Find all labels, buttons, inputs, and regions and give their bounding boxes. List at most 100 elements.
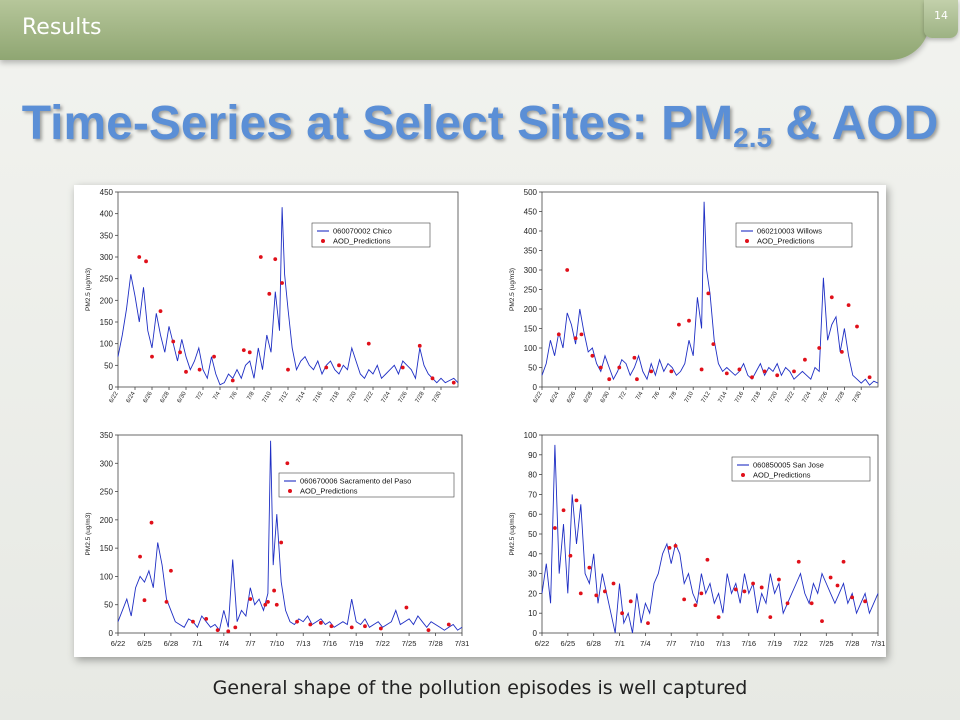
chart-1-prediction-point: [171, 339, 176, 344]
chart-4-prediction-point: [594, 593, 599, 598]
chart-4-xtick-label: 7/1: [614, 639, 624, 648]
chart-1-prediction-point: [144, 259, 148, 264]
chart-2-prediction-point: [677, 322, 681, 327]
chart-3-prediction-point: [285, 461, 290, 466]
chart-3-prediction-point: [266, 599, 270, 604]
chart-2-prediction-point: [590, 353, 595, 358]
chart-1-xtick-label: 7/28: [415, 390, 426, 404]
chart-2-xtick-label: 7/10: [684, 390, 695, 404]
chart-3-ytick-label: 200: [100, 516, 114, 525]
chart-4-prediction-point: [742, 589, 747, 594]
chart-4-prediction-point: [561, 508, 566, 513]
chart-4-xtick-label: 7/4: [640, 639, 650, 648]
chart-1-prediction-point: [417, 343, 422, 348]
chart-1-xtick-label: 7/8: [246, 390, 256, 401]
chart-3-ytick-label: 350: [100, 431, 114, 440]
chart-1-prediction-point: [241, 348, 246, 353]
chart-1-prediction-point: [184, 369, 188, 374]
chart-2-prediction-point: [556, 332, 561, 337]
chart-3-plot-frame: [117, 434, 463, 634]
chart-4-ytick-label: 40: [528, 550, 537, 559]
chart-2-xtick-label: 6/26: [566, 390, 577, 404]
chart-1-xtick-label: 7/14: [296, 390, 307, 404]
chart-1-prediction-point: [267, 291, 272, 296]
chart-3-xtick-label: 6/25: [137, 639, 152, 648]
chart-4-xtick-label: 7/16: [741, 639, 756, 648]
chart-1-plot-frame: [117, 191, 459, 388]
chart-3-prediction-point: [329, 624, 334, 629]
chart-1-prediction-point: [212, 354, 216, 359]
chart-3-legend-dot-swatch: [288, 489, 292, 493]
chart-2-prediction-point: [635, 377, 639, 382]
chart-4-prediction-point: [850, 595, 855, 600]
chart-2-prediction-point: [617, 365, 622, 370]
chart-2-legend-dot-swatch: [745, 239, 749, 243]
chart-2-xtick-label: 7/6: [652, 390, 662, 401]
chart-2-prediction-point: [724, 371, 729, 376]
chart-1-xtick-label: 6/30: [177, 390, 188, 404]
chart-4-ytick-label: 10: [528, 609, 537, 618]
chart-3-prediction-point: [308, 622, 313, 627]
chart-3-xtick-label: 7/25: [402, 639, 417, 648]
chart-3-series-line: [117, 440, 463, 632]
chart-2-xtick-label: 7/4: [635, 390, 645, 401]
chart-4-ytick-label: 90: [528, 451, 537, 460]
chart-4-legend-box: [731, 456, 871, 482]
chart-1-ytick-label: 300: [100, 253, 114, 262]
chart-4-prediction-point: [828, 575, 833, 580]
chart-2-prediction-point: [867, 375, 872, 380]
chart-1-xtick-label: 7/20: [347, 390, 358, 404]
title-subscript: 2.5: [733, 122, 773, 153]
chart-1-xtick-label: 6/28: [160, 390, 171, 404]
chart-4-xtick-label: 6/25: [561, 639, 576, 648]
chart-1-ylabel: PM2.5 (ug/m3): [85, 268, 92, 311]
chart-2-xtick-label: 6/22: [533, 390, 544, 404]
chart-4-prediction-point: [667, 545, 672, 550]
chart-3-xtick-label: 6/28: [164, 639, 179, 648]
chart-2-prediction-point: [687, 318, 691, 323]
chart-3-ytick-label: 0: [109, 629, 114, 638]
chart-2-prediction-point: [846, 303, 851, 307]
chart-4-prediction-point: [646, 621, 650, 625]
chart-3-xtick-label: 7/31: [455, 639, 470, 648]
slide-title: Time-Series at Select Sites: PM2.5 & AOD: [0, 96, 960, 154]
chart-1-xtick-label: 6/22: [109, 390, 120, 404]
chart-1-ytick-label: 150: [100, 318, 114, 327]
chart-1-xtick-label: 7/12: [279, 390, 290, 404]
chart-2-prediction-point: [711, 342, 716, 346]
chart-2-prediction-point: [632, 355, 637, 360]
chart-4-xtick-label: 7/13: [716, 639, 731, 648]
chart-2-ytick-label: 150: [524, 325, 538, 334]
chart-2-prediction-point: [579, 332, 584, 337]
chart-4-ytick-label: 70: [528, 490, 537, 499]
chart-1-xtick-label: 6/24: [126, 390, 137, 404]
chart-3-ytick-label: 50: [104, 601, 113, 610]
chart-2-ytick-label: 450: [524, 208, 538, 217]
chart-2-prediction-point: [829, 295, 834, 300]
chart-3-prediction-point: [142, 598, 147, 603]
chart-2-xtick-label: 7/20: [768, 390, 779, 404]
chart-1-prediction-point: [178, 350, 182, 355]
chart-2-prediction-point: [699, 367, 704, 372]
chart-2-ytick-label: 0: [533, 383, 538, 392]
chart-4-prediction-point: [587, 565, 592, 570]
chart-2-legend-box: [735, 222, 853, 248]
title-tail: & AOD: [772, 97, 939, 150]
chart-4-prediction-point: [863, 599, 867, 604]
chart-3-xtick-label: 7/1: [192, 639, 202, 648]
chart-1-prediction-point: [258, 255, 263, 259]
chart-2-xtick-label: 7/18: [751, 390, 762, 404]
chart-2-ytick-label: 200: [524, 305, 538, 314]
chart-4-prediction-point: [693, 603, 698, 608]
chart-2-xtick-label: 7/22: [785, 390, 796, 404]
chart-1-xtick-label: 7/30: [432, 390, 443, 404]
chart-3-prediction-point: [149, 520, 154, 525]
chart-3-prediction-point: [204, 616, 209, 621]
chart-1-ytick-label: 0: [109, 383, 114, 392]
chart-4-prediction-point: [568, 553, 573, 558]
chart-2-plot-frame: [541, 191, 879, 388]
chart-1-prediction-point: [337, 363, 341, 368]
chart-2-ytick-label: 300: [524, 266, 538, 275]
chart-4-prediction-point: [553, 526, 557, 530]
